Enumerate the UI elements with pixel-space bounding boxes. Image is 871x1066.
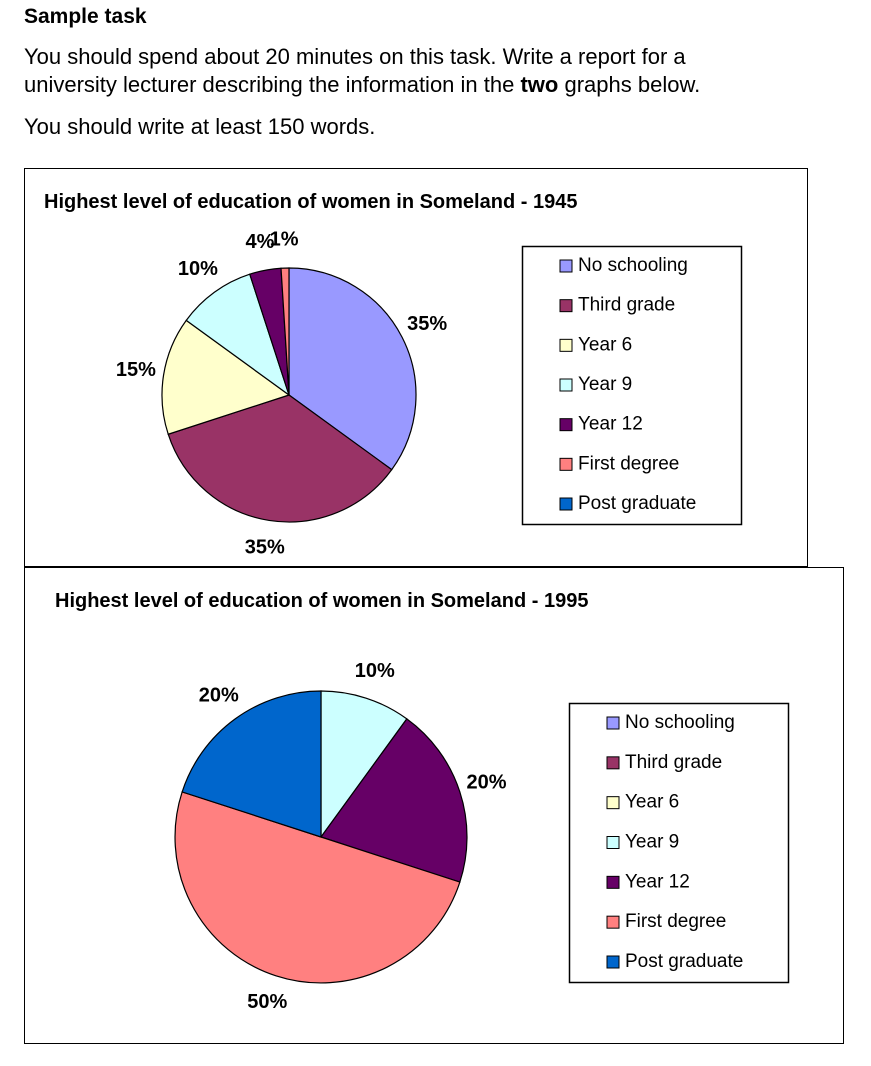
legend-swatch xyxy=(606,875,620,889)
data-label: 20% xyxy=(199,685,239,707)
legend-swatch xyxy=(559,418,573,432)
heading: Sample task xyxy=(24,5,147,28)
pie-slice xyxy=(174,791,461,984)
legend-label: Year 6 xyxy=(625,792,679,813)
legend-label: Year 12 xyxy=(625,871,690,892)
instruction: university lecturer describing the infor… xyxy=(24,72,700,97)
legend-label: Post graduate xyxy=(625,951,743,972)
legend-label: No schooling xyxy=(578,255,688,276)
legend-swatch xyxy=(606,756,620,770)
pie-slice xyxy=(320,690,408,839)
pie-slice xyxy=(280,267,290,396)
chart-frame xyxy=(24,168,808,567)
chart-frame xyxy=(24,567,844,1044)
instruction-part: graphs below. xyxy=(558,72,700,97)
pie-slice xyxy=(320,718,468,883)
data-label: 50% xyxy=(247,991,287,1013)
pie-slice xyxy=(288,267,417,471)
legend-label: Post graduate xyxy=(578,493,696,514)
legend-swatch xyxy=(559,259,573,273)
chart-title: Highest level of education of women in S… xyxy=(55,590,588,612)
legend-swatch xyxy=(559,299,573,313)
instruction: You should spend about 20 minutes on thi… xyxy=(24,44,686,69)
pie-slice xyxy=(161,319,291,436)
legend-label: No schooling xyxy=(625,712,735,733)
legend-swatch xyxy=(559,378,573,392)
chart-title: Highest level of education of women in S… xyxy=(44,191,577,213)
legend-swatch xyxy=(606,915,620,929)
data-label: 35% xyxy=(407,313,447,335)
instruction-emphasis: two xyxy=(520,72,558,97)
legend-swatch xyxy=(559,338,573,352)
legend-swatch xyxy=(606,836,620,849)
pie-slice xyxy=(185,273,291,397)
data-label: 10% xyxy=(178,258,218,280)
legend-swatch xyxy=(559,457,573,471)
legend-frame xyxy=(521,245,743,526)
legend-label: Third grade xyxy=(625,752,722,773)
legend-frame xyxy=(568,702,790,984)
legend-swatch xyxy=(606,716,620,730)
legend-label: Third grade xyxy=(578,295,675,316)
pie-slice xyxy=(167,394,393,523)
legend-label: First degree xyxy=(578,453,679,474)
legend-label: Year 9 xyxy=(625,832,679,853)
legend-label: First degree xyxy=(625,911,726,932)
legend-swatch xyxy=(606,796,620,810)
data-label: 15% xyxy=(116,359,156,381)
data-label: 10% xyxy=(355,660,395,682)
legend-label: Year 12 xyxy=(578,414,643,435)
data-label: 35% xyxy=(245,536,285,558)
instruction-part: university lecturer describing the infor… xyxy=(24,72,520,97)
data-label: 20% xyxy=(466,772,506,794)
legend-swatch xyxy=(559,497,573,511)
data-label: 4% xyxy=(246,231,275,253)
legend-label: Year 9 xyxy=(578,374,632,395)
data-label: 1% xyxy=(270,228,299,250)
legend-label: Year 6 xyxy=(578,334,632,355)
instruction: You should write at least 150 words. xyxy=(24,114,375,139)
legend-swatch xyxy=(606,955,620,969)
pie-slice xyxy=(181,690,322,838)
